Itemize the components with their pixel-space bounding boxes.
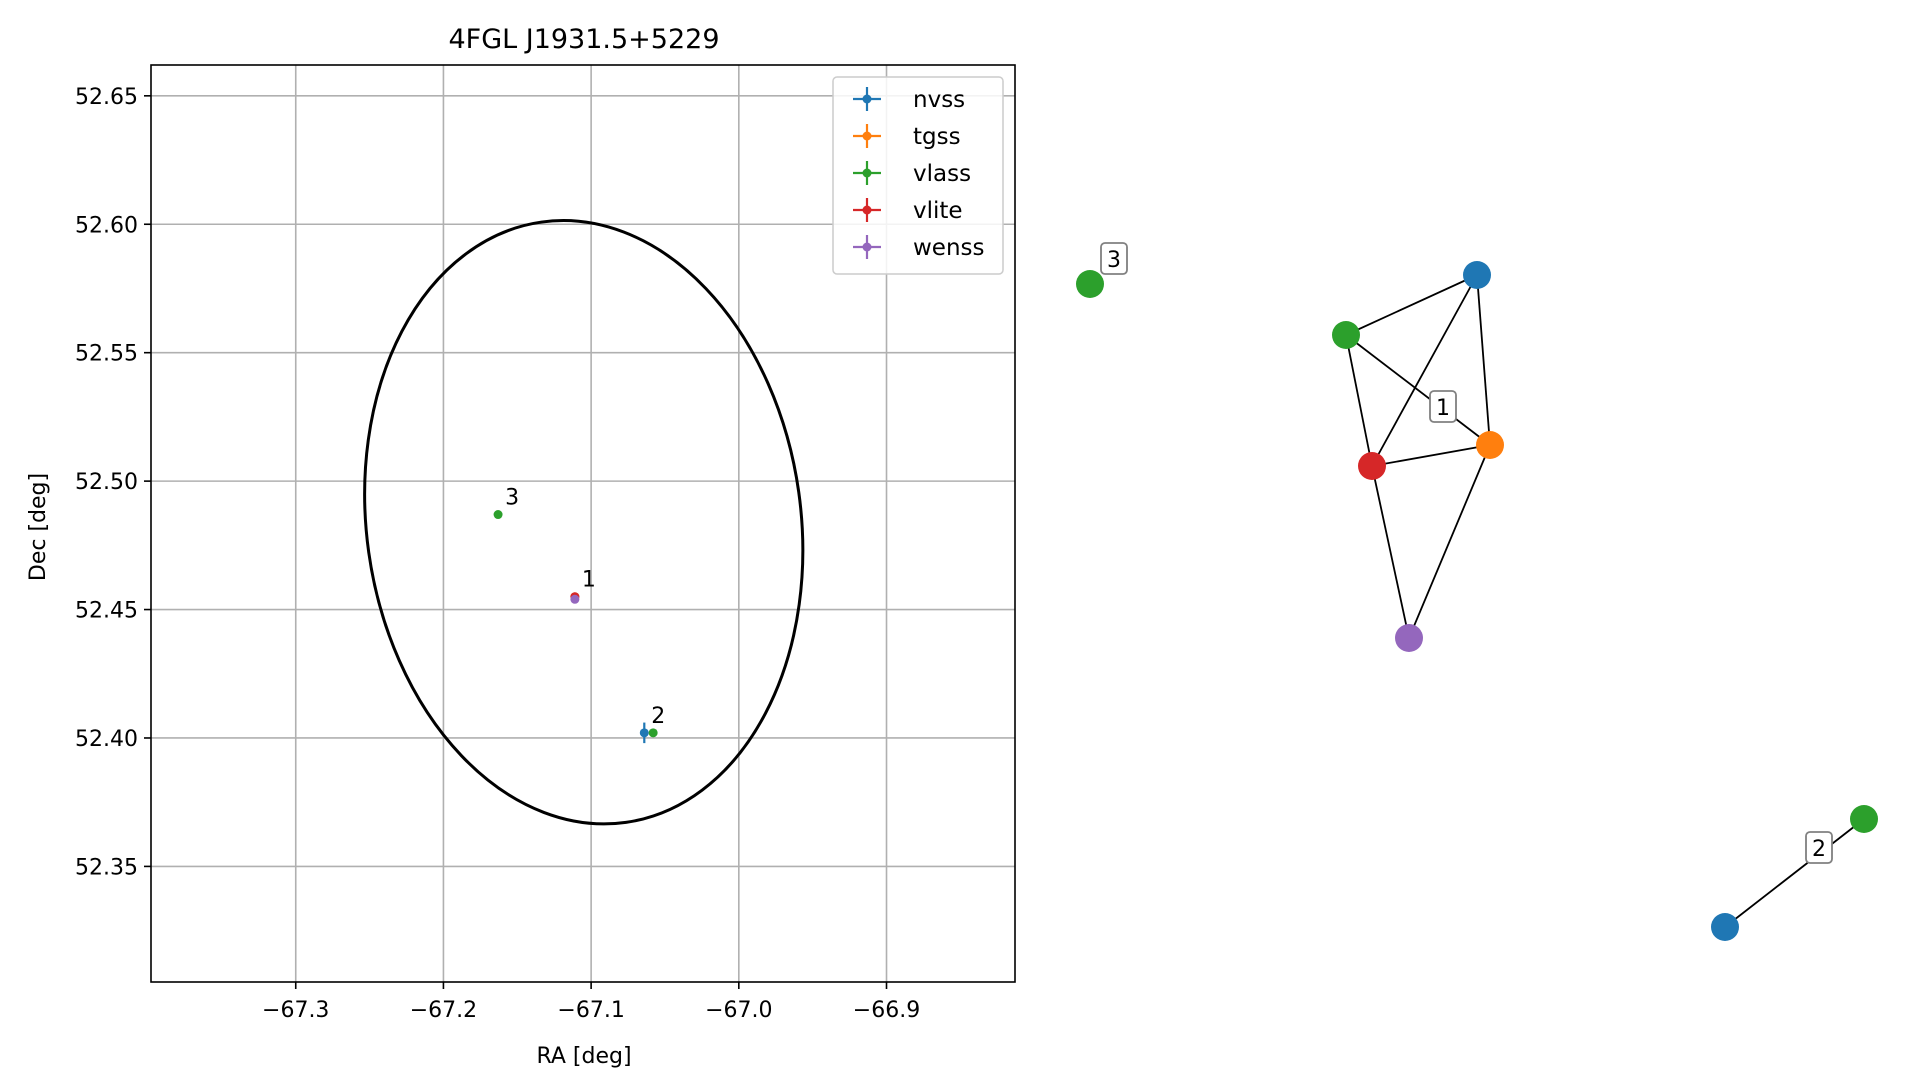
- graph-node: [1395, 624, 1423, 652]
- graph-node: [1076, 270, 1104, 298]
- graph-edge: [1476, 274, 1491, 446]
- graph-label: 3: [1100, 242, 1128, 275]
- legend-label: vlite: [913, 198, 963, 224]
- graph-labels: 3 1 2: [1100, 242, 1833, 864]
- x-tick-label: −67.2: [410, 998, 477, 1023]
- chart-title: 4FGL J1931.5+5229: [448, 24, 719, 55]
- x-tick-label: −66.9: [853, 998, 920, 1023]
- graph-nodes: [1076, 261, 1878, 941]
- point-marker: [639, 728, 649, 738]
- graph-label-text: 1: [1436, 396, 1450, 421]
- network-graph: 3 1 2: [1076, 242, 1878, 941]
- graph-edge: [1371, 444, 1491, 467]
- legend-entry-wenss: wenss: [853, 235, 985, 261]
- legend-marker-dot: [862, 94, 872, 104]
- graph-label: 1: [1429, 390, 1457, 423]
- data-point-wenss: [570, 594, 580, 604]
- scatter-plot: 4FGL J1931.5+5229 123 −67.3 −67.2 −67.1 −67…: [26, 24, 1016, 1069]
- x-axis-ticks: −67.3 −67.2 −67.1 −67.0 −66.9: [262, 982, 920, 1023]
- y-tick-label: 52.55: [75, 342, 138, 367]
- legend-entry-nvss: nvss: [853, 87, 965, 113]
- data-point-vlass: [648, 728, 658, 738]
- x-tick-label: −67.3: [262, 998, 329, 1023]
- graph-edge: [1371, 465, 1410, 639]
- graph-label-box: [1805, 831, 1833, 864]
- legend-label: nvss: [913, 87, 965, 113]
- graph-edge: [1724, 818, 1865, 928]
- point-label: 2: [651, 704, 665, 729]
- legend-marker-dot: [862, 168, 872, 178]
- graph-label-text: 2: [1812, 837, 1826, 862]
- legend-entry-vlite: vlite: [853, 198, 963, 224]
- data-point-vlass: [493, 510, 503, 520]
- y-tick-label: 52.35: [75, 855, 138, 880]
- legend-label: tgss: [913, 124, 961, 150]
- uncertainty-ellipse-layer: [363, 219, 805, 826]
- graph-edge: [1345, 334, 1491, 446]
- legend-entry-vlass: vlass: [853, 161, 971, 187]
- point-label: 3: [505, 486, 519, 511]
- graph-node: [1476, 431, 1504, 459]
- x-tick-label: −67.0: [705, 998, 772, 1023]
- x-tick-label: −67.1: [557, 998, 624, 1023]
- graph-label: 2: [1805, 831, 1833, 864]
- data-point-nvss: [639, 722, 649, 744]
- graph-edge: [1371, 274, 1478, 467]
- y-tick-label: 52.60: [75, 213, 138, 238]
- y-tick-label: 52.40: [75, 727, 138, 752]
- graph-edge: [1345, 274, 1478, 336]
- graph-edge: [1408, 444, 1491, 639]
- graph-label-box: [1429, 390, 1457, 423]
- point-marker: [493, 510, 503, 520]
- y-tick-label: 52.65: [75, 85, 138, 110]
- y-tick-label: 52.45: [75, 599, 138, 624]
- point-label: 1: [582, 568, 596, 593]
- graph-node: [1711, 913, 1739, 941]
- legend-box: [832, 76, 1004, 275]
- graph-node: [1358, 452, 1386, 480]
- graph-edges: [1345, 274, 1865, 928]
- point-marker: [570, 594, 580, 604]
- graph-edge: [1345, 334, 1373, 467]
- legend-entry-tgss: tgss: [853, 124, 961, 150]
- point-marker: [648, 728, 658, 738]
- legend-label: wenss: [913, 235, 985, 261]
- point-annotations: 1 2 3: [505, 486, 665, 729]
- graph-node: [1332, 321, 1360, 349]
- plot-frame: [150, 64, 1016, 983]
- graph-label-box: [1100, 242, 1128, 275]
- graph-node: [1850, 805, 1878, 833]
- graph-label-text: 3: [1107, 248, 1121, 273]
- legend-marker-dot: [862, 131, 872, 141]
- legend-marker-dot: [862, 242, 872, 252]
- uncertainty-ellipse: [363, 219, 805, 826]
- y-tick-label: 52.50: [75, 470, 138, 495]
- y-axis-label: Dec [deg]: [26, 473, 51, 581]
- legend-label: vlass: [913, 161, 971, 187]
- data-marks: [493, 510, 658, 744]
- graph-node: [1463, 261, 1491, 289]
- legend: nvss tgss vlass vlite wenss: [832, 76, 1004, 275]
- y-axis-ticks: 52.35 52.40 52.45 52.50 52.55 52.60 52.65: [75, 85, 151, 880]
- x-axis-label: RA [deg]: [536, 1044, 631, 1069]
- grid: [151, 65, 1015, 982]
- legend-marker-dot: [862, 205, 872, 215]
